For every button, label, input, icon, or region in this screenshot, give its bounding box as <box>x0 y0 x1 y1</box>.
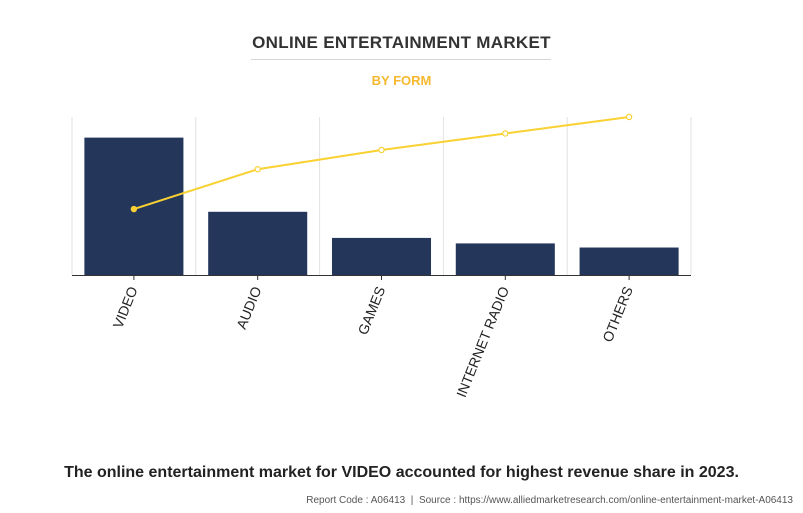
chart-caption: The online entertainment market for VIDE… <box>64 464 739 481</box>
bar-internet-radio <box>455 243 555 275</box>
bar-line-chart: VIDEO AUDIO GAMES INTERNET RADIO OTHERS <box>71 113 692 400</box>
x-tick-label: GAMES <box>354 284 388 337</box>
trend-point <box>502 130 509 137</box>
trend-point <box>130 205 138 213</box>
trend-point <box>254 166 261 173</box>
source-link[interactable]: Source : https://www.alliedmarketresearc… <box>418 495 793 506</box>
chart-title: ONLINE ENTERTAINMENT MARKET <box>252 33 551 52</box>
title-divider <box>251 59 551 60</box>
footer-separator: | <box>410 495 414 506</box>
x-tick-label: AUDIO <box>233 284 264 331</box>
x-tick-label: VIDEO <box>110 284 141 330</box>
chart-subtitle: BY FORM <box>371 73 432 88</box>
report-code: Report Code : A06413 <box>306 495 406 506</box>
source-footer: Report Code : A06413 | Source : https://… <box>306 495 793 506</box>
trend-point <box>378 146 385 154</box>
trend-line <box>133 116 630 211</box>
trend-point <box>625 113 633 121</box>
x-tick-label: OTHERS <box>599 284 636 344</box>
bar-games <box>331 237 432 275</box>
bar-audio <box>208 211 308 275</box>
bar-others <box>579 247 679 275</box>
x-tick-label: INTERNET RADIO <box>453 284 512 399</box>
